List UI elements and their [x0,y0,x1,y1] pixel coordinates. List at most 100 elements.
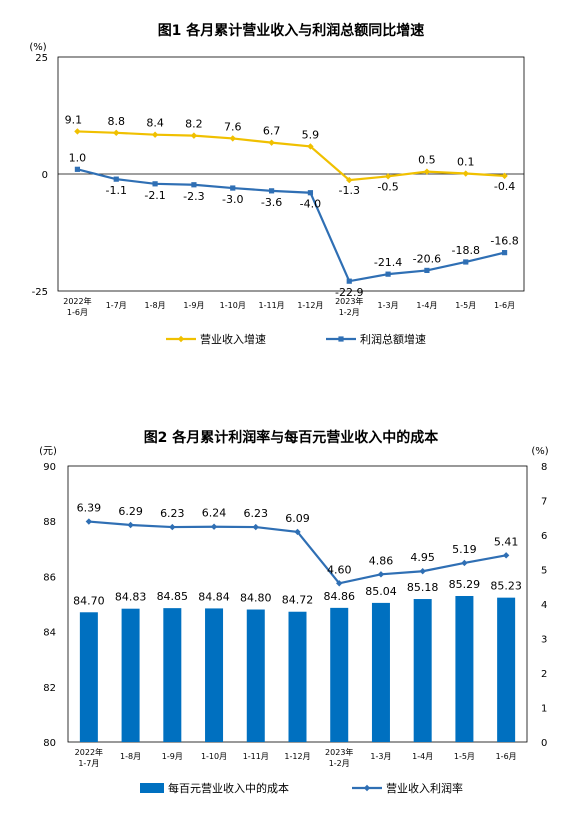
chart2-y-left-tick-label: 82 [43,683,56,694]
chart2-cost-bar [163,608,182,742]
chart2-cost-data-label: 85.29 [449,578,481,591]
chart2-cost-bar [455,595,474,742]
chart1-profit-data-label: -16.8 [490,235,518,248]
chart2-margin-data-label: 5.41 [494,535,519,548]
chart1-revenue-data-label: 7.6 [224,120,242,133]
chart2-y-right-tick-label: 0 [541,738,547,749]
chart1-revenue-data-label: -0.4 [494,180,515,193]
chart2-margin-data-label: 6.09 [285,512,310,525]
chart1-x-tick-label: 1-12月 [297,301,323,310]
chart1-revenue-data-label: 0.5 [418,154,436,167]
chart2-cost-bar [330,607,349,742]
chart2-cost-bar [371,602,390,742]
chart1-x-tick-label: 1-2月 [339,308,360,317]
chart2-margin-point [252,523,259,531]
chart2-margin-point [169,523,176,531]
chart1-x-tick-label: 1-4月 [416,301,437,310]
chart1-legend-marker-revenue [177,335,185,343]
chart1-x-tick-label: 1-3月 [378,301,399,310]
chart2-y-right-tick-label: 7 [541,497,547,508]
chart2-x-tick-label: 1-5月 [454,752,475,761]
chart1-profit-point [424,267,430,274]
chart1-revenue-point [229,135,236,142]
chart2-title: 图2 各月累计利润率与每百元营业收入中的成本 [144,429,440,446]
chart2-y-right-tick-label: 4 [541,600,547,611]
chart1-x-tick-label: 1-10月 [220,301,246,310]
chart2-x-tick-label: 2023年 [325,747,353,757]
chart2-margin-point [210,523,218,530]
chart1-revenue-data-label: 8.8 [108,115,126,128]
chart-profit-revenue-growth: 图1 各月累计营业收入与利润总额同比增速 (%) 25 0 -25 2022年 1-6… [29,22,525,346]
chart1-y-tick-label: -25 [32,287,48,298]
chart1-profit-data-label: -20.6 [413,252,441,265]
chart2-x-tick-label: 1-11月 [243,752,269,761]
chart2-margin-point [85,518,93,525]
chart1-profit-data-label: -3.6 [261,196,282,209]
chart1-revenue-data-label: 0.1 [457,156,475,169]
chart2-legend-marker-cost [140,783,164,793]
chart1-profit-data-label: -21.4 [374,256,402,269]
chart2-margin-point [127,521,134,529]
chart1-profit-data-label: -3.0 [222,193,243,206]
chart2-cost-data-label: 85.04 [365,585,397,598]
chart2-y-left-tick-label: 80 [43,738,56,749]
chart1-y-unit: (%) [29,42,46,53]
chart2-x-tick-label: 1-12月 [284,752,310,761]
chart1-revenue-point [501,172,508,180]
chart2-margin-point [377,571,385,578]
chart2-y-left-tick-label: 84 [43,628,56,639]
chart2-y-unit-right: (%) [531,446,548,457]
chart2-x-tick-label: 1-3月 [370,752,391,761]
chart2-x-tick-label: 1-6月 [496,752,517,761]
chart1-revenue-data-label: 5.9 [302,128,320,141]
chart1-revenue-data-label: 8.4 [146,117,164,130]
chart1-x-tick-label: 1-11月 [259,301,285,310]
chart1-revenue-point [74,128,81,135]
chart1-y-tick-label: 25 [35,53,48,64]
chart2-margin-data-label: 6.23 [160,507,185,520]
chart1-profit-point [113,176,119,182]
chart2-y-right-tick-label: 8 [541,462,547,473]
chart1-profit-point [501,250,508,256]
chart2-y-right-tick-label: 3 [541,635,547,646]
chart1-revenue-data-label: -1.3 [339,184,360,197]
chart1-series-line-0 [77,130,505,182]
chart1-profit-data-label: -18.8 [452,244,480,257]
chart1-revenue-data-label: -0.5 [377,180,398,193]
chart1-revenue-point [346,176,353,184]
chart1-profit-data-label: 1.0 [69,151,87,164]
chart-profit-margin-cost: 图2 各月累计利润率与每百元营业收入中的成本 (元) (%) 84.70 84.8… [39,429,549,795]
chart1-revenue-data-label: 6.7 [263,125,281,138]
chart1-x-tick-label: 1-9月 [183,301,204,310]
chart1-x-tick-label: 1-6月 [494,301,515,310]
chart2-cost-data-label: 85.18 [407,581,439,594]
chart1-x-tick-label: 2022年 [63,296,91,306]
chart1-profit-point [74,166,81,172]
chart2-margin-data-label: 6.24 [202,507,227,520]
chart2-margin-point [502,552,510,559]
chart2-margin-data-label: 4.86 [369,554,394,567]
chart2-margin-data-label: 6.23 [244,507,269,520]
chart2-margin-point [461,559,468,567]
chart2-cost-data-label: 84.80 [240,592,272,605]
chart1-profit-data-label: -1.1 [106,184,127,197]
chart2-cost-bar [79,612,98,742]
chart2-x-tick-label: 1-8月 [120,752,141,761]
chart2-y-right-tick-label: 6 [541,531,547,542]
chart2-legend-marker-margin [363,784,371,792]
chart2-margin-data-label: 4.95 [410,551,435,564]
chart2-margin-data-label: 4.60 [327,563,352,576]
chart2-cost-data-label: 84.70 [73,594,105,607]
chart1-legend-marker-profit [338,336,344,342]
chart1-x-tick-label: 1-6月 [67,308,88,317]
chart1-revenue-point [113,129,120,137]
chart2-legend-label: 营业收入利润率 [386,781,463,795]
chart1-x-tick-label: 1-7月 [106,301,127,310]
chart1-revenue-data-label: 8.2 [185,118,203,131]
chart2-x-tick-label: 1-7月 [78,759,99,768]
chart2-margin-data-label: 6.39 [77,502,102,515]
chart1-profit-point [385,271,391,277]
chart2-margin-point [419,568,426,575]
chart2-x-tick-label: 1-9月 [162,752,183,761]
chart2-cost-bar [413,599,432,742]
